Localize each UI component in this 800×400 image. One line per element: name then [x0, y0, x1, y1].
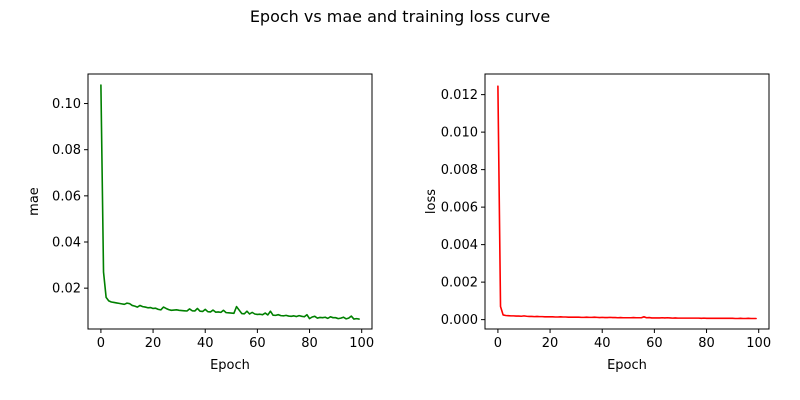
mae-x-tick-label: 0 [97, 336, 105, 351]
mae-x-tick-label: 80 [301, 336, 318, 351]
mae-y-tick-label: 0.04 [52, 236, 81, 251]
mae-y-tick-label: 0.10 [52, 97, 81, 112]
subplot-loss: 0 20 40 60 80 100 0.000 0.002 0.004 0.006 0.008 0.0… [424, 73, 771, 373]
loss-y-tick-label: 0.008 [441, 163, 478, 178]
loss-axes-frame [484, 73, 770, 330]
mae-y-tick-label: 0.02 [52, 282, 81, 297]
loss-y-tick-label: 0.012 [441, 88, 478, 103]
subplots: 0 20 40 60 80 100 0.02 0.04 0.06 0.08 0.10 Epoch mae… [27, 73, 771, 373]
mae-x-tick-label: 20 [145, 336, 162, 351]
loss-x-tick-label: 80 [698, 336, 715, 351]
mae-y-tick-label: 0.08 [52, 143, 81, 158]
loss-y-tick-label: 0.006 [441, 201, 478, 216]
subplot-mae: 0 20 40 60 80 100 0.02 0.04 0.06 0.08 0.10 Epoch mae [27, 73, 374, 373]
mae-x-axis-label: Epoch [210, 358, 250, 373]
mae-axes-frame [87, 73, 373, 330]
loss-y-tick-label: 0.004 [441, 238, 478, 253]
loss-y-tick-label: 0.000 [441, 313, 478, 328]
loss-x-axis-label: Epoch [607, 358, 647, 373]
loss-y-tick-label: 0.010 [441, 126, 478, 141]
mae-x-tick-label: 40 [197, 336, 214, 351]
mae-y-tick-label: 0.06 [52, 189, 81, 204]
loss-y-axis-label: loss [424, 189, 439, 214]
loss-x-tick-label: 100 [746, 336, 771, 351]
loss-y-tick-label: 0.002 [441, 276, 478, 291]
loss-series-line [497, 85, 757, 320]
loss-x-tick-label: 60 [646, 336, 663, 351]
figure-title: Epoch vs mae and training loss curve [250, 7, 550, 26]
mae-y-axis-label: mae [27, 187, 42, 216]
loss-x-tick-label: 0 [494, 336, 502, 351]
loss-x-tick-label: 20 [542, 336, 559, 351]
mae-x-tick-label: 100 [349, 336, 374, 351]
mae-x-tick-label: 60 [249, 336, 266, 351]
loss-x-tick-label: 40 [594, 336, 611, 351]
mae-series-line [100, 84, 360, 320]
